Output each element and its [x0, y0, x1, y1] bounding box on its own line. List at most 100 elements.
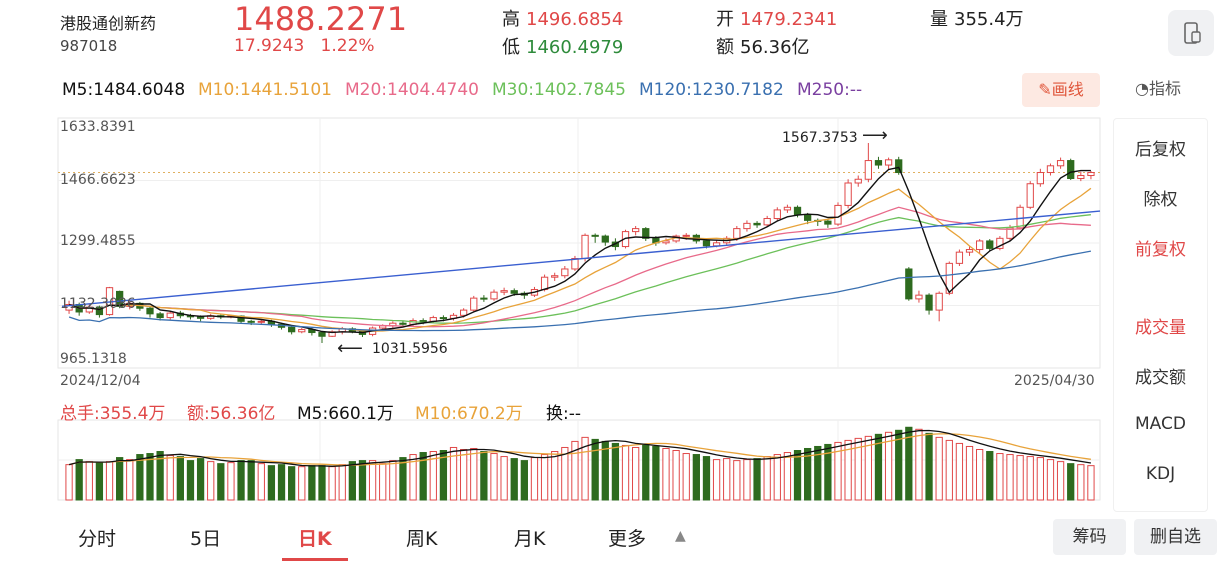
- volume-bar-up: [955, 442, 964, 501]
- volume-bar-down: [75, 459, 83, 501]
- candle-up: [65, 303, 73, 311]
- volume-bar-up: [338, 464, 346, 501]
- active-tab-indicator: [282, 558, 348, 561]
- tab-more[interactable]: 更多: [608, 528, 647, 550]
- change-percent: 1.22%: [320, 36, 375, 56]
- candle-up: [834, 204, 842, 225]
- y-label-2: 1466.6623: [60, 172, 136, 188]
- candle-up: [965, 249, 974, 253]
- volume-bar-up: [632, 446, 640, 501]
- end-date: 2025/04/30: [1014, 373, 1095, 389]
- volume-bar-up: [965, 445, 974, 501]
- indicator-label: 指标: [1148, 79, 1181, 98]
- volume-bar-up: [935, 436, 943, 501]
- volume-bar-up: [1036, 457, 1044, 501]
- remove-favorite-button[interactable]: 删自选: [1134, 519, 1217, 555]
- volume-bar-down: [237, 460, 245, 501]
- volume-bar-up: [1016, 455, 1024, 501]
- caret-up-icon[interactable]: ▲: [675, 528, 686, 544]
- volume-bar-down: [510, 458, 518, 501]
- volume-bar-up: [1026, 456, 1034, 501]
- side-item-ex-rights[interactable]: 除权: [1143, 190, 1178, 210]
- side-item-turnover[interactable]: 成交额: [1135, 368, 1186, 388]
- candle-down: [793, 206, 802, 216]
- volume-bar-down: [895, 429, 903, 501]
- tab-monthly-k[interactable]: 月K: [514, 528, 546, 550]
- ma120-line: [68, 250, 1092, 332]
- side-item-macd[interactable]: MACD: [1135, 414, 1186, 434]
- vol-total: 总手:355.4万: [60, 404, 166, 424]
- volume-bar-down: [905, 426, 913, 501]
- candle-up: [1026, 183, 1034, 208]
- vol-ma5-line: [68, 429, 1092, 467]
- candle-up: [1087, 172, 1095, 177]
- volume-bar-up: [621, 444, 630, 501]
- indicator-button[interactable]: ◔指标: [1135, 75, 1181, 99]
- candle-down: [925, 294, 933, 311]
- candle-down: [480, 297, 488, 300]
- tab-weekly-k[interactable]: 周K: [406, 528, 438, 550]
- volume-bar-down: [308, 465, 316, 501]
- low-label: 低: [502, 37, 520, 58]
- tab-intraday[interactable]: 分时: [78, 528, 117, 550]
- candle-up: [915, 294, 923, 300]
- volume-bar-up: [884, 431, 893, 501]
- last-price: 1488.2271: [234, 0, 408, 38]
- volume-bar-down: [95, 462, 104, 501]
- volume-bar-up: [126, 459, 134, 501]
- side-item-kdj[interactable]: KDJ: [1145, 464, 1176, 484]
- volume-bar-up: [723, 458, 731, 501]
- side-menu: 后复权 除权 前复权 成交量 成交额 MACD KDJ: [1113, 118, 1208, 512]
- volume-bar-down: [1067, 463, 1075, 501]
- volume-bar-down: [520, 460, 528, 501]
- volume-bar-down: [642, 443, 650, 501]
- chips-button[interactable]: 筹码: [1053, 519, 1126, 555]
- candle-up: [166, 312, 174, 319]
- high-stat: 高 1496.6854: [502, 5, 623, 31]
- candle-down: [986, 240, 994, 249]
- volume-bar-up: [976, 448, 984, 501]
- period-tabs: 分时 5日 日K 周K 月K 更多 ▲: [0, 514, 1221, 561]
- tab-5day[interactable]: 5日: [190, 528, 222, 550]
- candle-up: [500, 290, 508, 293]
- volume-bar-down: [793, 450, 802, 501]
- side-item-volume[interactable]: 成交量: [1135, 318, 1186, 338]
- draw-line-button[interactable]: ✎画线: [1022, 73, 1100, 107]
- volume-bar-down: [217, 463, 225, 501]
- candle-down: [895, 159, 903, 174]
- vol-turnover: 换:--: [546, 404, 581, 424]
- volume-bar-up: [500, 456, 508, 501]
- volume-bar-up: [763, 456, 771, 501]
- ma5-line: [68, 166, 1091, 334]
- open-label: 开: [716, 9, 734, 30]
- trend-line: [61, 210, 1101, 308]
- volume-bar-down: [925, 432, 933, 501]
- landscape-toggle-button[interactable]: [1168, 10, 1214, 56]
- ma30-value: M30:1402.7845: [492, 80, 626, 100]
- volume-bar-up: [844, 439, 852, 501]
- min-price-annotation: 1031.5956: [372, 341, 448, 357]
- volume-bar-up: [65, 464, 73, 501]
- volume-bar-up: [571, 440, 579, 501]
- ma-lines: [61, 166, 1101, 334]
- volume-bar-up: [257, 463, 265, 501]
- y-label-5: 965.1318: [60, 351, 127, 367]
- candle-up: [257, 320, 265, 323]
- tab-daily-k[interactable]: 日K: [298, 528, 332, 550]
- volume-bar-up: [328, 466, 336, 501]
- candle-up: [783, 206, 792, 211]
- volume-bar-up: [712, 459, 721, 501]
- volume-bar-down: [601, 440, 609, 501]
- candle-down: [95, 306, 104, 316]
- side-item-pre-adjusted[interactable]: 前复权: [1135, 240, 1186, 260]
- volume-bar-down: [288, 466, 296, 501]
- candle-up: [1077, 175, 1085, 180]
- candle-up: [733, 228, 741, 239]
- candle-down: [318, 332, 326, 337]
- candle-down: [642, 228, 650, 239]
- ma250-value: M250:--: [797, 80, 863, 100]
- y-label-4: 1132.3086: [60, 296, 136, 312]
- volume-bar-down: [652, 445, 660, 501]
- side-item-post-adjusted[interactable]: 后复权: [1135, 140, 1186, 160]
